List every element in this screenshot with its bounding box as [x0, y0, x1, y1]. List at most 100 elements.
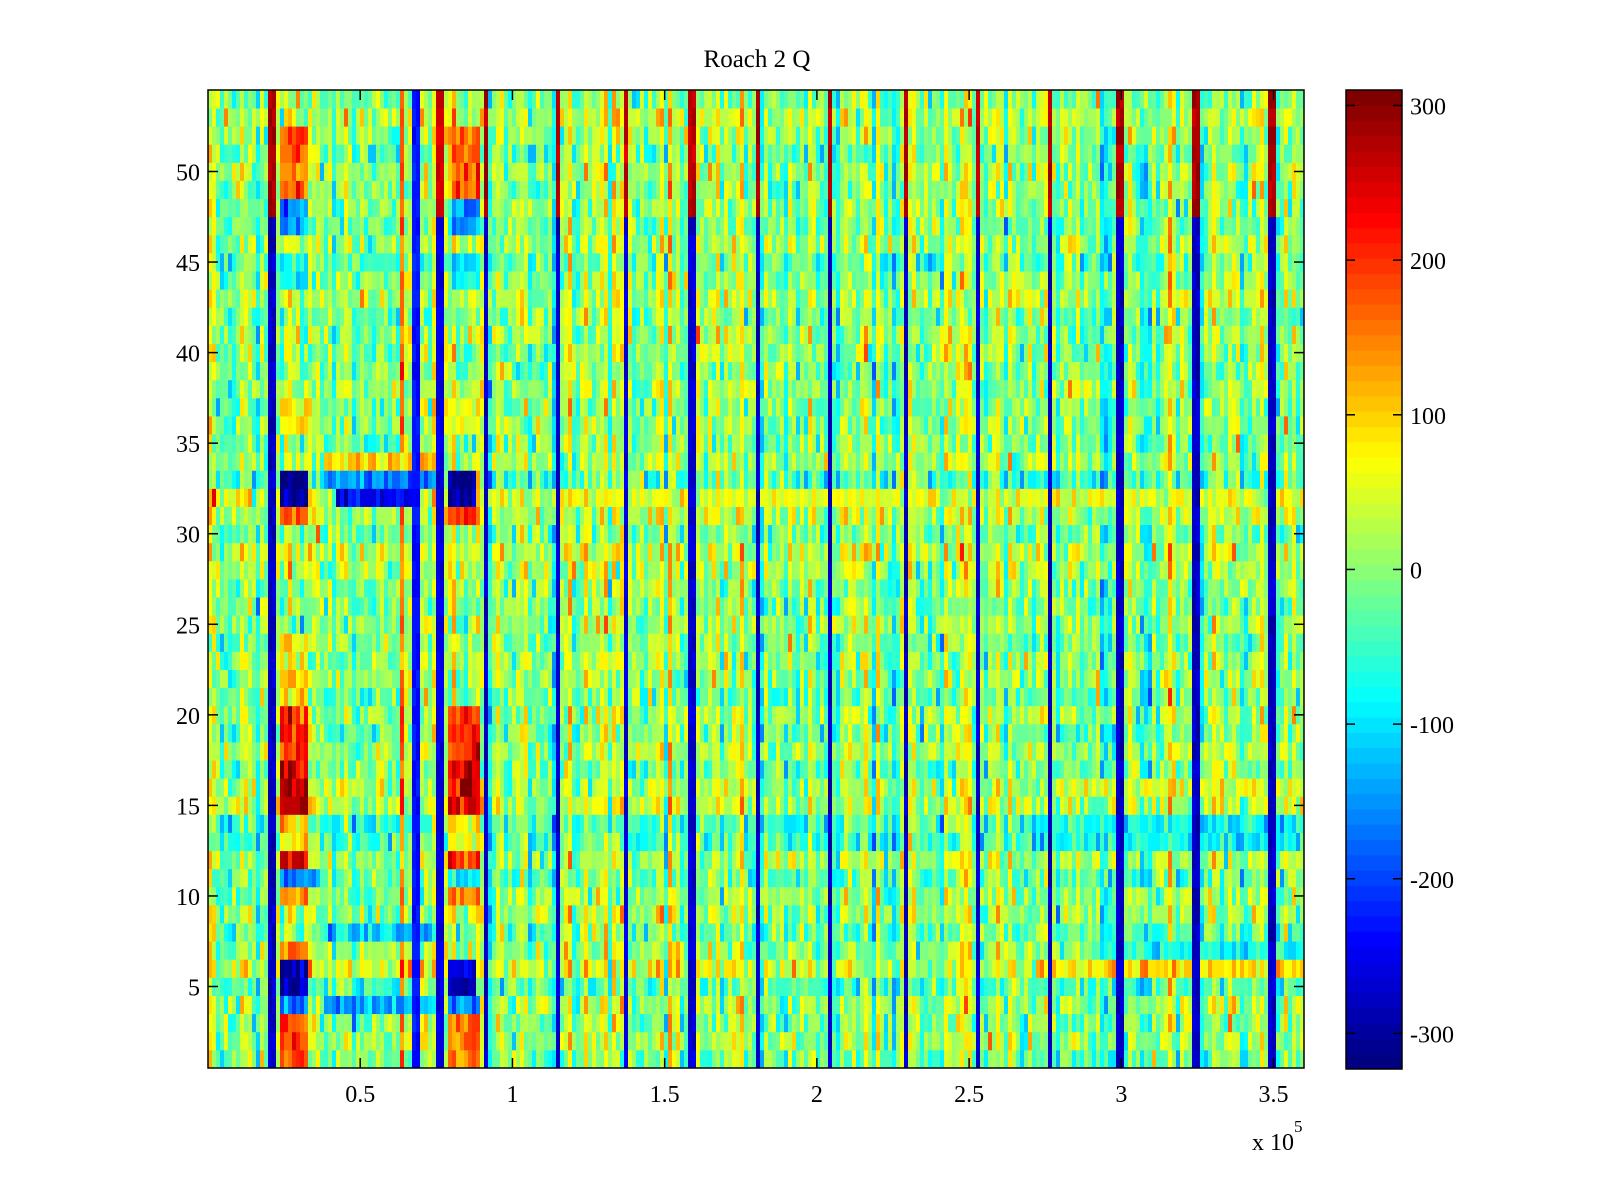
heatmap-cell: [1264, 742, 1269, 761]
heatmap-cell: [264, 742, 269, 761]
heatmap-cell: [900, 959, 905, 978]
heatmap-cell: [1268, 778, 1273, 797]
heatmap-cell: [1120, 832, 1125, 852]
heatmap-cell: [748, 1013, 753, 1033]
heatmap-cell: [668, 1049, 673, 1069]
heatmap-cell: [1032, 760, 1037, 779]
heatmap-cell: [332, 832, 337, 852]
heatmap-cell: [1092, 850, 1097, 870]
heatmap-cell: [1136, 886, 1141, 906]
heatmap-cell: [776, 1031, 781, 1051]
heatmap-cell: [480, 923, 485, 942]
heatmap-cell: [296, 1031, 301, 1051]
heatmap-cell: [1004, 832, 1009, 852]
heatmap-cell: [328, 923, 333, 942]
heatmap-cell: [1236, 723, 1241, 743]
heatmap-cell: [772, 923, 777, 942]
heatmap-cell: [828, 814, 833, 833]
heatmap-cell: [640, 1031, 645, 1051]
heatmap-cell: [1108, 995, 1117, 1015]
heatmap-cell: [380, 778, 385, 797]
heatmap-cell: [796, 1031, 801, 1051]
heatmap-cell: [488, 832, 493, 852]
heatmap-cell: [1044, 796, 1049, 815]
heatmap-cell: [660, 1049, 665, 1069]
heatmap-cell: [468, 832, 473, 852]
heatmap-cell: [508, 977, 513, 996]
heatmap-cell: [592, 814, 597, 833]
heatmap-cell: [712, 868, 717, 888]
heatmap-cell: [1008, 941, 1013, 960]
heatmap-cell: [552, 886, 557, 906]
heatmap-cell: [296, 832, 301, 852]
heatmap-cell: [740, 977, 745, 996]
heatmap-cell: [788, 868, 793, 888]
heatmap-cell: [1072, 760, 1077, 779]
heatmap-cell: [292, 705, 297, 725]
heatmap-cell: [328, 832, 333, 852]
heatmap-cell: [1276, 832, 1281, 852]
heatmap-cell: [904, 1049, 909, 1069]
heatmap-cell: [920, 905, 925, 924]
heatmap-cell: [680, 923, 685, 942]
heatmap-cell: [924, 760, 929, 779]
heatmap-cell: [1076, 1013, 1081, 1033]
heatmap-cell: [1220, 923, 1225, 942]
heatmap-cell: [960, 977, 965, 996]
heatmap-cell: [940, 778, 945, 797]
heatmap-cell: [1188, 814, 1193, 833]
heatmap-cell: [1008, 742, 1013, 761]
heatmap-cell: [1124, 995, 1129, 1015]
heatmap-cell: [384, 1013, 389, 1033]
heatmap-cell: [1052, 923, 1057, 942]
heatmap-cell: [1116, 995, 1121, 1015]
heatmap-cell: [864, 977, 869, 996]
heatmap-cell: [232, 1013, 237, 1033]
heatmap-cell: [904, 977, 909, 996]
heatmap-cell: [732, 1013, 737, 1033]
heatmap-cell: [356, 905, 361, 924]
heatmap-cell: [356, 868, 361, 888]
heatmap-cell: [344, 1031, 349, 1051]
heatmap-cell: [576, 905, 581, 924]
heatmap-cell: [1000, 923, 1005, 942]
heatmap-cell: [1240, 850, 1245, 870]
heatmap-cell: [640, 905, 645, 924]
heatmap-cell: [1256, 850, 1261, 870]
heatmap-cell: [1268, 905, 1273, 924]
heatmap-cell: [468, 796, 477, 815]
heatmap-cell: [900, 850, 905, 870]
heatmap-cell: [308, 923, 313, 942]
heatmap-cell: [252, 959, 257, 978]
heatmap-cell: [1016, 886, 1021, 906]
heatmap-cell: [1028, 905, 1033, 924]
heatmap-cell: [336, 850, 345, 870]
heatmap-cell: [1296, 832, 1301, 852]
heatmap-cell: [248, 905, 253, 924]
heatmap-cell: [1288, 977, 1297, 996]
heatmap-cell: [580, 742, 585, 761]
heatmap-cell: [856, 886, 861, 906]
heatmap-cell: [252, 1031, 257, 1051]
heatmap-cell: [668, 886, 673, 906]
heatmap-cell: [1196, 723, 1201, 743]
heatmap-cell: [556, 886, 561, 906]
heatmap-cell: [276, 832, 281, 852]
heatmap-cell: [608, 832, 613, 852]
heatmap-cell: [1088, 977, 1097, 996]
heatmap-cell: [852, 796, 857, 815]
heatmap-cell: [1164, 832, 1169, 852]
heatmap-cell: [1040, 796, 1045, 815]
heatmap-cell: [948, 760, 953, 779]
heatmap-cell: [1104, 1013, 1109, 1033]
heatmap-cell: [988, 977, 993, 996]
heatmap-cell: [928, 923, 933, 942]
heatmap-cell: [296, 941, 301, 960]
heatmap-cell: [776, 832, 781, 852]
heatmap-cell: [624, 723, 629, 743]
heatmap-cell: [904, 778, 909, 797]
heatmap-cell: [544, 1031, 549, 1051]
heatmap-cell: [980, 959, 985, 978]
heatmap-cell: [980, 832, 985, 852]
heatmap-cell: [788, 742, 793, 761]
